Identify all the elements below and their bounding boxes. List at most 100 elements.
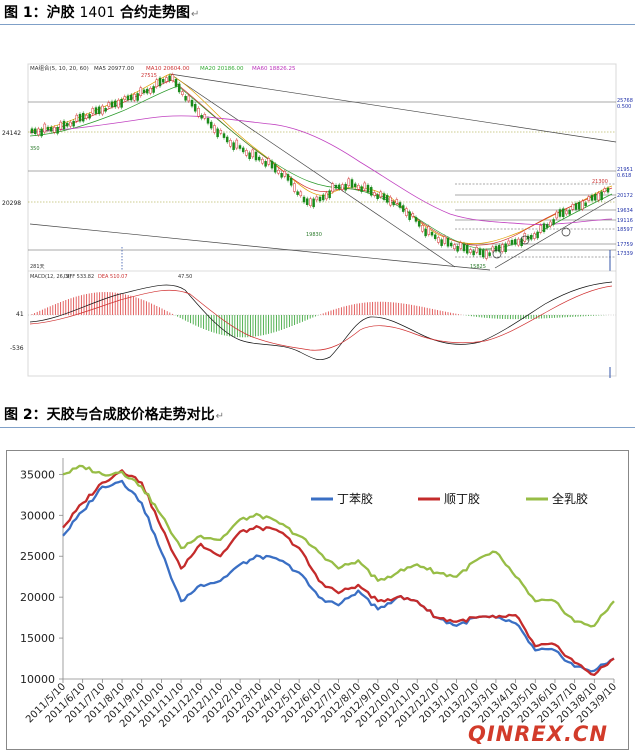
- candlestick: [545, 222, 549, 230]
- candlestick: [494, 244, 498, 254]
- candlestick: [219, 128, 223, 136]
- candlestick: [69, 120, 72, 129]
- candlestick: [110, 99, 114, 109]
- candlestick: [126, 93, 130, 102]
- candlestick: [472, 248, 475, 257]
- candlestick: [577, 200, 581, 212]
- candlestick: [328, 188, 331, 200]
- candlestick: [398, 200, 402, 210]
- candlestick: [289, 176, 293, 188]
- candlestick: [43, 122, 47, 135]
- legend-label: 丁苯胶: [337, 491, 373, 506]
- y-label-20298: 20298: [2, 200, 21, 207]
- candlestick: [536, 229, 539, 240]
- candlestick: [85, 113, 88, 121]
- candlestick: [184, 94, 187, 103]
- candlestick: [152, 84, 155, 95]
- peak-label: 27515: [141, 73, 157, 79]
- legend-entry: 丁苯胶: [311, 491, 373, 506]
- y-tick-label: 10000: [20, 673, 55, 686]
- candlestick: [357, 183, 360, 192]
- ma5-label: MA5 20977.00: [94, 66, 134, 72]
- candlestick: [245, 148, 248, 158]
- ma20-label: MA20 20186.00: [200, 66, 244, 72]
- candlestick: [168, 73, 171, 83]
- candlestick: [264, 159, 267, 169]
- days-label: 281天: [30, 264, 45, 270]
- candlestick: [414, 215, 418, 224]
- candlestick: [401, 203, 405, 214]
- series-line-全乳胶: [62, 464, 615, 628]
- candlestick: [440, 237, 443, 248]
- candlestick: [177, 81, 181, 94]
- candlestick: [155, 77, 159, 89]
- candlestick: [395, 197, 399, 206]
- candlestick: [261, 157, 264, 166]
- candlestick: [417, 219, 421, 229]
- candlestick: [571, 202, 575, 212]
- candlestick: [587, 194, 591, 203]
- candlestick: [376, 192, 379, 201]
- candlestick: [187, 93, 191, 103]
- low-label-15825: 15825: [470, 264, 486, 270]
- candlestick: [389, 195, 392, 208]
- macd-value: 47.50: [178, 274, 192, 280]
- series-line-丁苯胶: [62, 479, 615, 673]
- candlestick: [88, 112, 91, 121]
- y-tick-label: 35000: [20, 468, 55, 481]
- candlestick: [107, 100, 111, 109]
- macd-label: MACD(12, 26, 9): [30, 274, 71, 280]
- candlestick: [117, 98, 120, 110]
- legend-entry: 顺丁胶: [418, 491, 480, 506]
- y-label-24142: 24142: [2, 130, 21, 137]
- candlestick: [459, 240, 463, 251]
- price-25768: 25768: [617, 98, 633, 104]
- candlestick: [497, 243, 501, 254]
- return-mark: ↵: [215, 411, 225, 422]
- legend-entry: 全乳胶: [526, 491, 588, 506]
- candlestick: [565, 208, 568, 216]
- candlestick: [273, 162, 277, 175]
- candlestick: [174, 77, 178, 89]
- candlestick: [446, 236, 450, 249]
- candlestick: [411, 211, 415, 219]
- candlestick: [379, 189, 383, 199]
- candlestick: [165, 75, 168, 84]
- candlestick: [590, 193, 594, 203]
- candlestick: [299, 189, 303, 198]
- candlestick: [267, 156, 271, 167]
- candlestick: [129, 93, 133, 103]
- figure2-caption: 图 2：天胶与合成胶价格走势对比↵: [4, 407, 225, 423]
- price-20172: 20172: [617, 193, 633, 199]
- candlestick: [392, 199, 395, 207]
- candlestick: [280, 171, 283, 180]
- y-tick-label: 20000: [20, 591, 55, 604]
- candlestick: [229, 138, 232, 149]
- candlestick: [360, 184, 363, 194]
- candlestick: [302, 195, 306, 205]
- y-tick-label: 25000: [20, 550, 55, 563]
- candlestick: [465, 243, 469, 256]
- candlestick: [523, 231, 527, 244]
- candlestick: [161, 77, 165, 85]
- candlestick: [539, 223, 543, 235]
- candlestick: [318, 195, 322, 203]
- candlestick: [149, 86, 152, 96]
- candlestick: [213, 123, 216, 135]
- candlestick: [46, 125, 50, 133]
- candlestick: [597, 191, 600, 203]
- contract-code: 1401: [79, 5, 116, 21]
- candlestick: [142, 87, 146, 95]
- watermark: QINREX.CN: [468, 722, 608, 746]
- candlestick: [200, 113, 203, 121]
- candlestick: [382, 191, 386, 202]
- candlestick: [238, 143, 242, 151]
- legend-label: 顺丁胶: [444, 491, 480, 506]
- ma-indicator-label: MA组合(5, 10, 20, 60): [30, 64, 89, 72]
- candlestick: [133, 92, 136, 103]
- candlestick: [331, 181, 335, 194]
- candlestick: [94, 105, 98, 116]
- candlestick: [277, 168, 280, 176]
- candlestick: [373, 190, 376, 198]
